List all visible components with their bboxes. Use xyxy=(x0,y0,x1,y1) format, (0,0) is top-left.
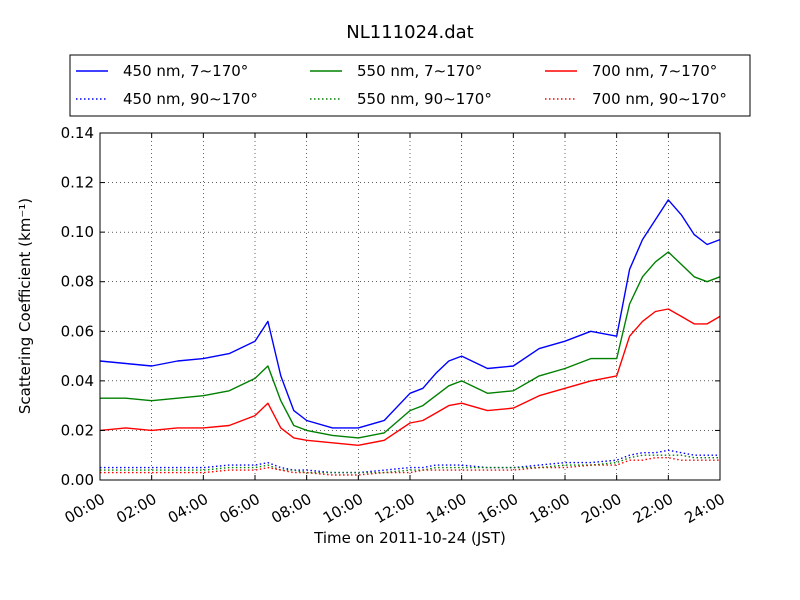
y-tick-labels: 0.00 0.02 0.04 0.06 0.08 0.10 0.12 0.14 xyxy=(61,124,94,489)
y-tick-label: 0.12 xyxy=(61,174,94,192)
series-line-3 xyxy=(99,308,721,446)
legend-label: 700 nm, 90∼170° xyxy=(592,90,727,108)
x-axis-title: Time on 2011-10-24 (JST) xyxy=(313,529,506,547)
legend: 450 nm, 7∼170° 450 nm, 90∼170° 550 nm, 7∼1… xyxy=(69,54,751,117)
y-tick-label: 0.02 xyxy=(61,421,94,439)
legend-label: 450 nm, 90∼170° xyxy=(123,90,258,108)
y-tick-label: 0.14 xyxy=(61,124,94,142)
y-tick-label: 0.04 xyxy=(61,372,94,390)
y-tick-label: 0.08 xyxy=(61,273,94,291)
plot-area xyxy=(100,133,720,480)
series-line-1 xyxy=(99,199,721,429)
chart-title: NL111024.dat xyxy=(346,22,473,43)
legend-label: 550 nm, 7∼170° xyxy=(357,62,482,80)
y-tick-label: 0.06 xyxy=(61,322,94,340)
legend-label: 700 nm, 7∼170° xyxy=(592,62,717,80)
legend-label: 450 nm, 7∼170° xyxy=(123,62,248,80)
series-line-6 xyxy=(100,457,720,476)
grid xyxy=(100,133,720,480)
legend-frame xyxy=(69,54,751,117)
legend-label: 550 nm, 90∼170° xyxy=(357,90,492,108)
y-tick-label: 0.00 xyxy=(61,471,94,489)
series-line-2 xyxy=(100,251,721,439)
series-layer xyxy=(99,199,721,476)
y-axis-title: Scattering Coefficient (km⁻¹) xyxy=(16,198,34,414)
y-tick-label: 0.10 xyxy=(61,223,94,241)
ticks xyxy=(99,132,721,481)
